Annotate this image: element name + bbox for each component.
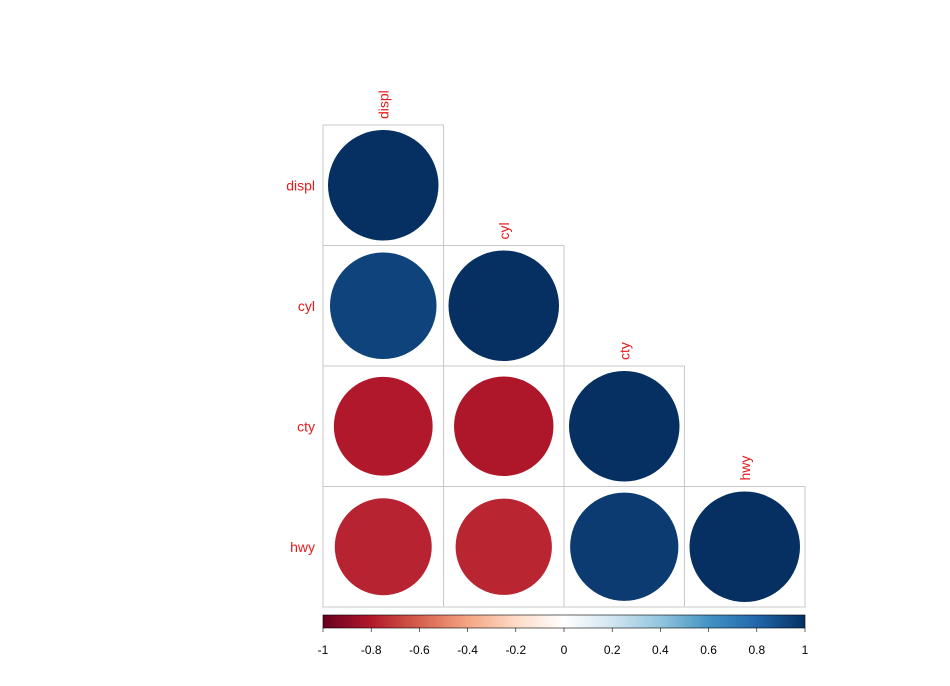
row-label-displ: displ: [286, 177, 315, 193]
colorbar-tick-label: -0.6: [409, 643, 430, 657]
matrix-cells: [322, 124, 806, 608]
colorbar-tick-labels: -1 -0.8 -0.6 -0.4 -0.2 0 0.2 0.4 0.6 0.8 1: [318, 628, 809, 657]
correlation-circle-hwy-cty: [570, 492, 679, 601]
colorbar-tick-label: 0.6: [700, 643, 717, 657]
colorbar-tick-label: -0.4: [457, 643, 478, 657]
correlation-circle-hwy-hwy: [689, 491, 800, 602]
correlation-circle-cty-displ: [333, 376, 433, 476]
colorbar-tick-label: 0.2: [604, 643, 621, 657]
correlation-circle-cty-cyl: [454, 376, 554, 476]
colorbar-gradient: [322, 614, 806, 629]
column-label-cty: cty: [616, 342, 632, 360]
colorbar-tick-label: -1: [318, 643, 329, 657]
colorbar-tick-label: -0.8: [361, 643, 382, 657]
row-label-hwy: hwy: [290, 539, 315, 555]
correlation-circle-cyl-displ: [329, 252, 437, 360]
column-labels: displ cyl cty hwy: [375, 90, 753, 480]
correlation-circle-cty-cty: [569, 371, 680, 482]
row-label-cty: cty: [297, 418, 315, 434]
colorbar-tick-label: 0.8: [748, 643, 765, 657]
correlation-circle-displ-displ: [328, 130, 439, 241]
row-labels: displ cyl cty hwy: [286, 177, 315, 555]
correlation-circle-hwy-cyl: [455, 498, 552, 595]
colorbar-tick-label: 1: [802, 643, 809, 657]
colorbar-tick-label: 0.4: [652, 643, 669, 657]
colorbar: [322, 614, 806, 629]
row-label-cyl: cyl: [298, 298, 315, 314]
column-label-displ: displ: [375, 90, 391, 119]
column-label-hwy: hwy: [737, 456, 753, 481]
colorbar-tick-label: -0.2: [505, 643, 526, 657]
colorbar-tick-label: 0: [561, 643, 568, 657]
correlation-circle-cyl-cyl: [448, 250, 559, 361]
correlation-circle-hwy-displ: [334, 498, 432, 596]
column-label-cyl: cyl: [496, 222, 512, 239]
